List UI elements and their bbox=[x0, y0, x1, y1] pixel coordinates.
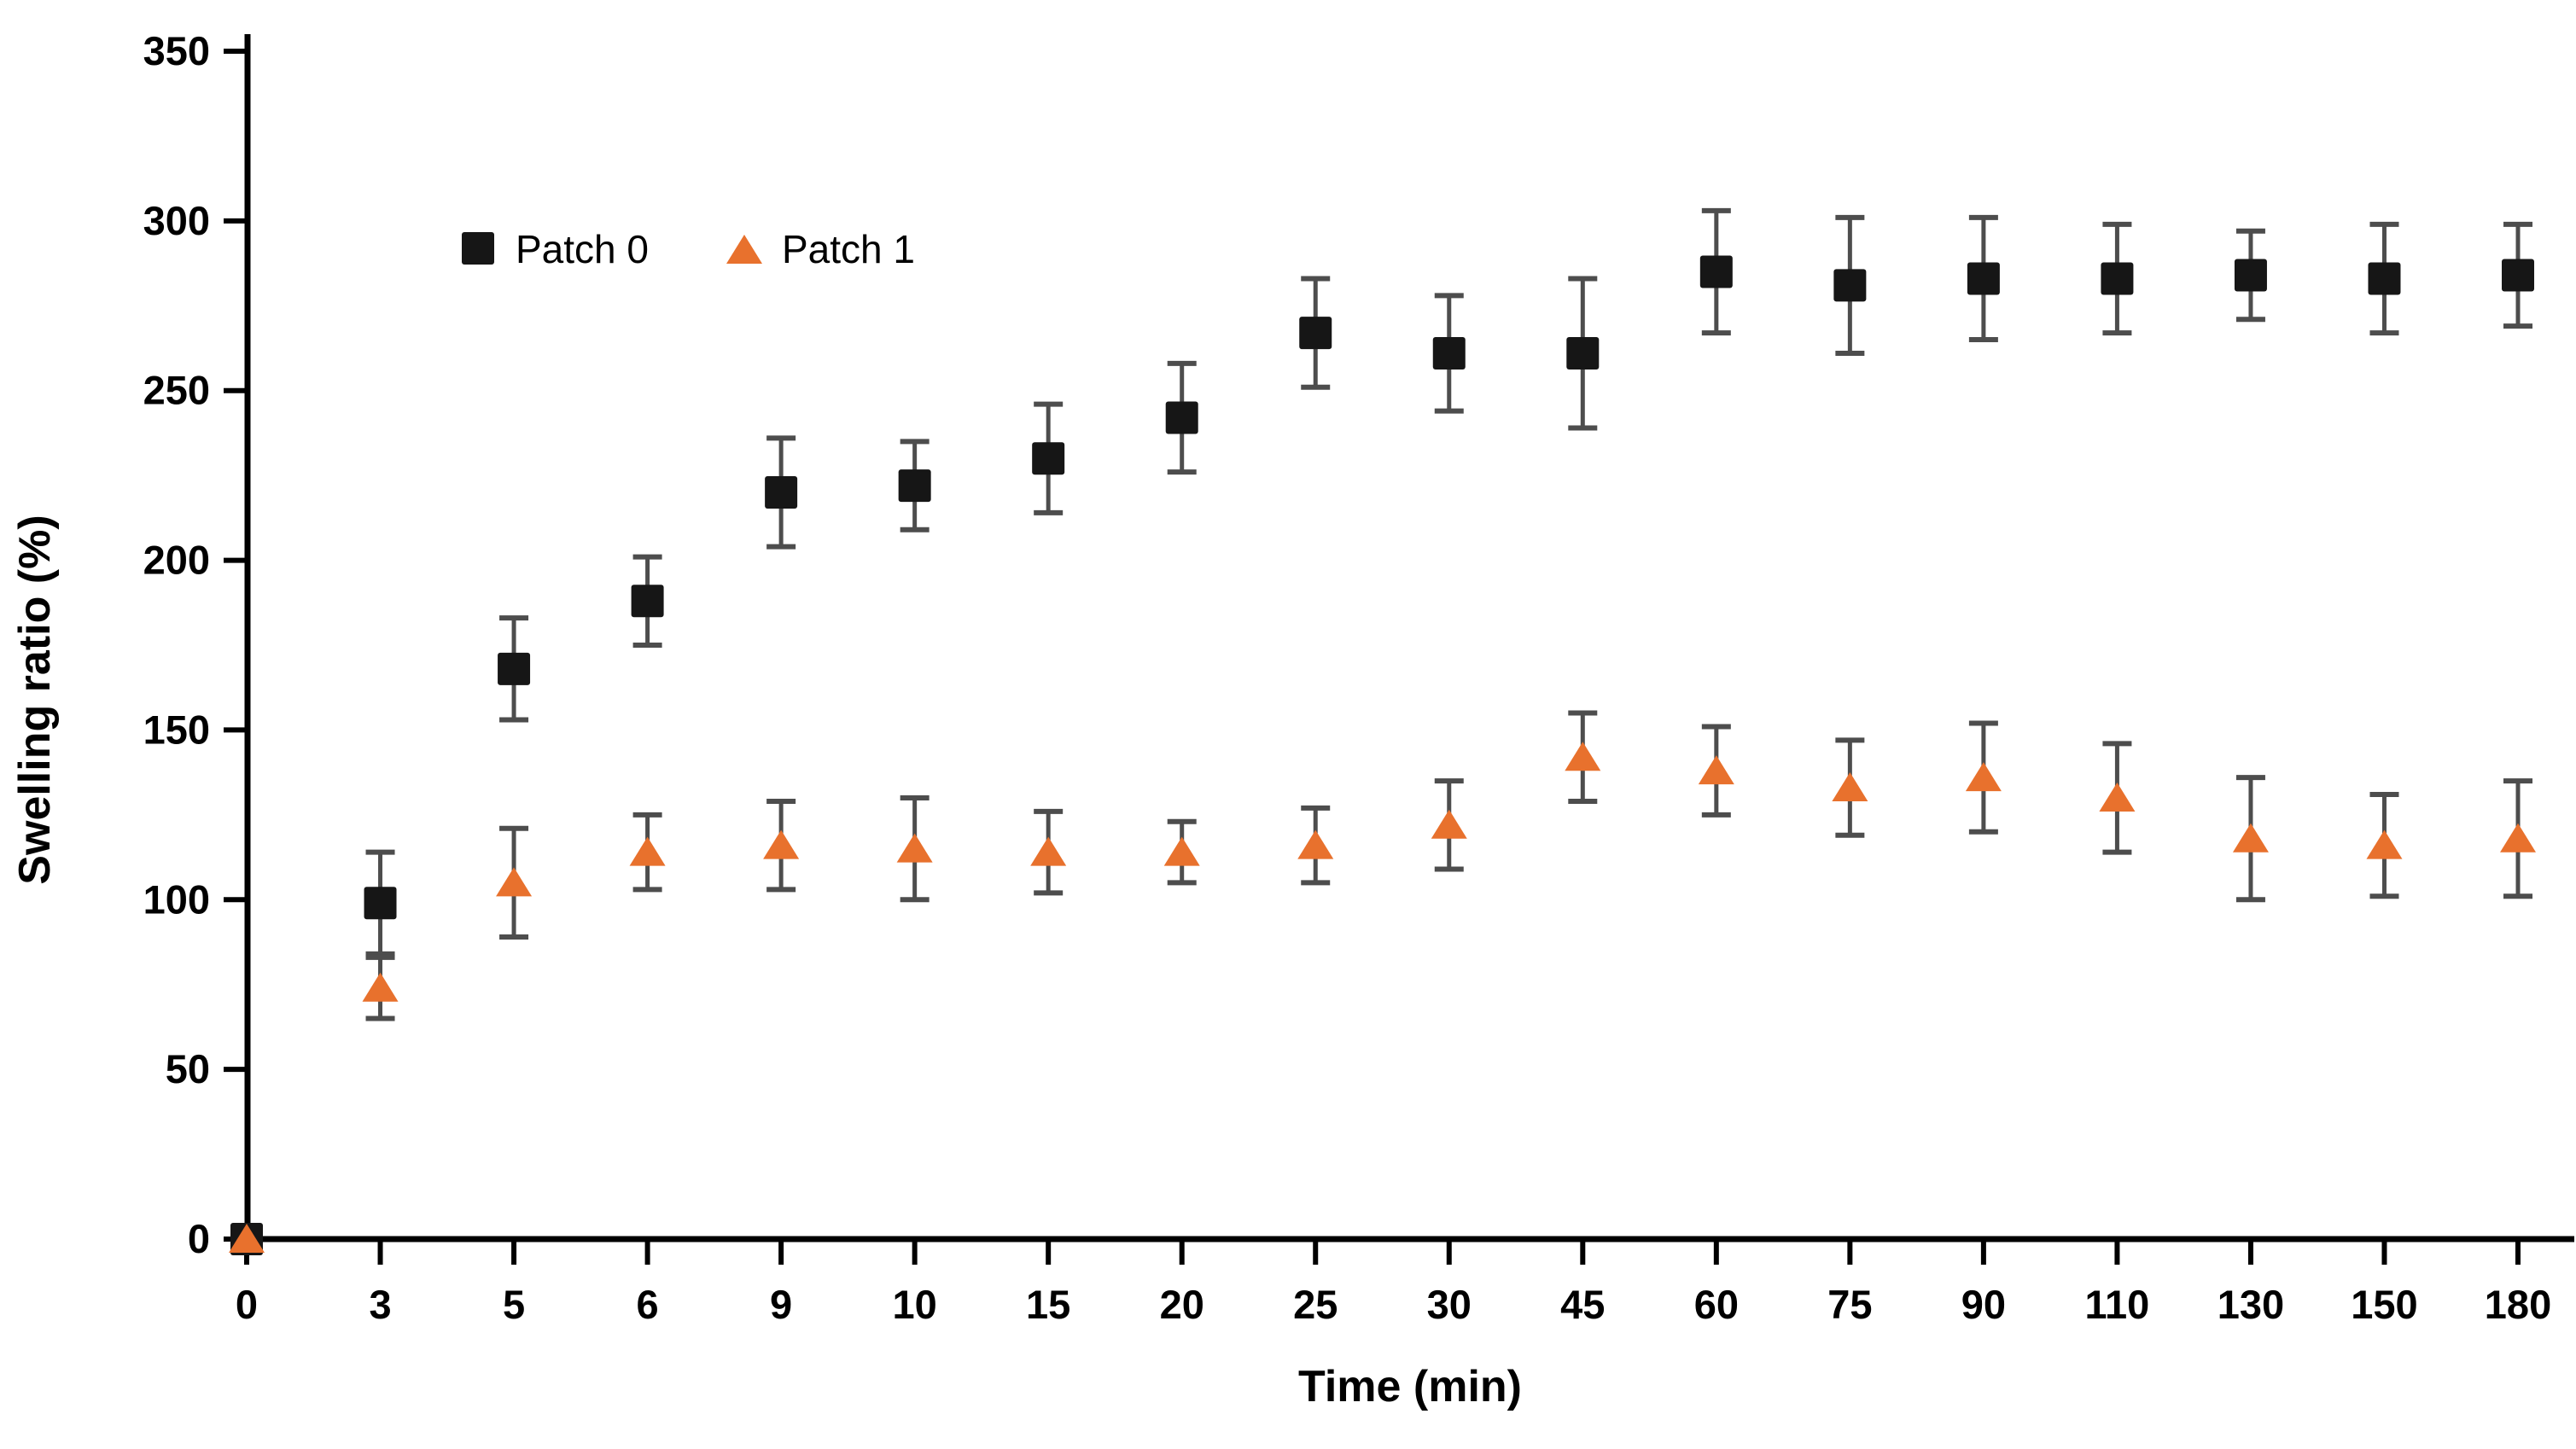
patch0-data-point bbox=[1032, 442, 1065, 475]
patch1-data-point bbox=[2232, 823, 2269, 853]
patch1-data-point bbox=[1832, 772, 1868, 802]
legend-square-icon bbox=[462, 232, 494, 265]
patch0-data-point bbox=[2502, 259, 2535, 292]
x-axis-title: Time (min) bbox=[1298, 1362, 1522, 1411]
y-tick-label: 0 bbox=[188, 1216, 210, 1261]
y-tick-label: 100 bbox=[143, 876, 210, 922]
patch1-data-point bbox=[362, 972, 399, 1002]
patch0-data-point bbox=[2368, 262, 2401, 295]
x-tick-label: 180 bbox=[2485, 1282, 2551, 1327]
x-tick-label: 3 bbox=[369, 1282, 391, 1327]
patch1-data-point bbox=[496, 867, 533, 897]
x-tick-label: 9 bbox=[770, 1282, 792, 1327]
patch0-data-point bbox=[765, 476, 798, 509]
x-tick-label: 150 bbox=[2351, 1282, 2417, 1327]
x-tick-label: 110 bbox=[2085, 1282, 2150, 1327]
patch0-data-point bbox=[1833, 269, 1867, 302]
patch1-data-point bbox=[1297, 829, 1334, 859]
x-tick-label: 15 bbox=[1026, 1282, 1070, 1327]
patch1-data-point bbox=[763, 829, 800, 859]
legend-label: Patch 0 bbox=[516, 227, 649, 271]
patch1-data-point bbox=[1163, 836, 1200, 866]
patch0-data-point bbox=[898, 469, 931, 503]
patch1-data-point bbox=[1965, 762, 2002, 792]
patch1-data-point bbox=[1431, 809, 1467, 839]
patch0-data-point bbox=[631, 585, 664, 618]
x-tick-label: 25 bbox=[1293, 1282, 1338, 1327]
patch0-data-point bbox=[1165, 401, 1198, 434]
y-tick-label: 350 bbox=[143, 28, 210, 73]
patch0-data-point bbox=[2234, 259, 2267, 292]
x-tick-label: 10 bbox=[893, 1282, 937, 1327]
patch1-data-point bbox=[1698, 755, 1734, 785]
y-tick-label: 150 bbox=[143, 707, 210, 752]
patch1-data-point bbox=[629, 836, 666, 866]
x-tick-label: 5 bbox=[503, 1282, 525, 1327]
patch0-data-point bbox=[1967, 262, 2000, 295]
x-tick-label: 0 bbox=[236, 1282, 258, 1327]
x-tick-label: 90 bbox=[1961, 1282, 2006, 1327]
x-tick-label: 30 bbox=[1427, 1282, 1472, 1327]
patch1-data-point bbox=[2366, 829, 2403, 859]
patch0-data-point bbox=[364, 887, 397, 920]
x-tick-label: 20 bbox=[1160, 1282, 1204, 1327]
patch0-data-point bbox=[2101, 262, 2134, 295]
x-tick-label: 75 bbox=[1827, 1282, 1872, 1327]
legend-label: Patch 1 bbox=[782, 227, 915, 271]
patch0-data-point bbox=[1432, 336, 1466, 370]
y-tick-label: 250 bbox=[143, 368, 210, 413]
x-tick-label: 130 bbox=[2218, 1282, 2284, 1327]
x-tick-label: 60 bbox=[1694, 1282, 1739, 1327]
patch1-data-point bbox=[229, 1224, 265, 1253]
x-tick-label: 45 bbox=[1560, 1282, 1605, 1327]
patch1-data-point bbox=[1030, 836, 1067, 866]
y-axis-title: Swelling ratio (%) bbox=[10, 515, 60, 884]
patch0-data-point bbox=[1566, 336, 1600, 370]
patch1-data-point bbox=[896, 833, 933, 863]
y-tick-label: 300 bbox=[143, 198, 210, 243]
patch0-data-point bbox=[1299, 317, 1332, 350]
x-tick-label: 6 bbox=[637, 1282, 659, 1327]
patch0-data-point bbox=[498, 652, 531, 685]
legend-triangle-icon bbox=[726, 235, 762, 264]
y-tick-label: 50 bbox=[166, 1046, 210, 1091]
y-tick-label: 200 bbox=[143, 538, 210, 583]
patch1-data-point bbox=[2099, 782, 2136, 812]
patch1-data-point bbox=[1565, 742, 1601, 771]
patch1-data-point bbox=[2500, 823, 2537, 853]
patch0-data-point bbox=[1699, 255, 1733, 288]
